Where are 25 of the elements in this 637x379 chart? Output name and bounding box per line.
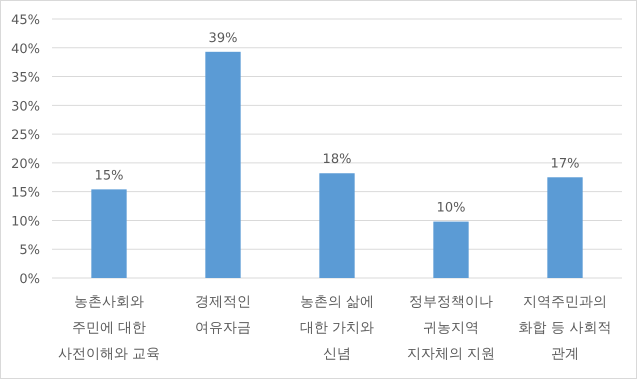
data-label: 17% (550, 156, 580, 172)
y-tick-label: 5% (19, 243, 40, 258)
data-label: 18% (322, 152, 352, 168)
y-tick-label: 30% (11, 99, 40, 114)
x-tick-label: 농촌의 삶에 대한 가치와 신념 (300, 294, 374, 362)
x-tick-label: 경제적인 여유자금 (195, 294, 251, 336)
y-tick-label: 35% (11, 70, 40, 86)
x-tick-label: 정부정책이나 귀농지역 지자체의 지원 (406, 294, 496, 362)
bar (433, 222, 469, 278)
y-tick-label: 40% (11, 42, 40, 57)
y-tick-label: 45% (11, 13, 40, 28)
bar (205, 52, 241, 278)
data-label: 10% (436, 200, 466, 216)
y-tick-label: 25% (11, 128, 40, 144)
y-tick-label: 0% (19, 272, 40, 287)
bar (547, 177, 583, 278)
bar (319, 173, 355, 278)
data-label: 15% (94, 168, 124, 184)
y-tick-label: 20% (11, 156, 40, 172)
x-tick-label: 농촌사회와 주민에 대한 사전이해와 교육 (58, 294, 160, 362)
y-tick-label: 15% (11, 186, 40, 201)
x-tick-label: 지역주민과의 화합 등 사회적 관계 (518, 294, 612, 362)
data-label: 39% (208, 30, 238, 46)
y-tick-label: 10% (11, 214, 40, 230)
bar (91, 189, 127, 278)
